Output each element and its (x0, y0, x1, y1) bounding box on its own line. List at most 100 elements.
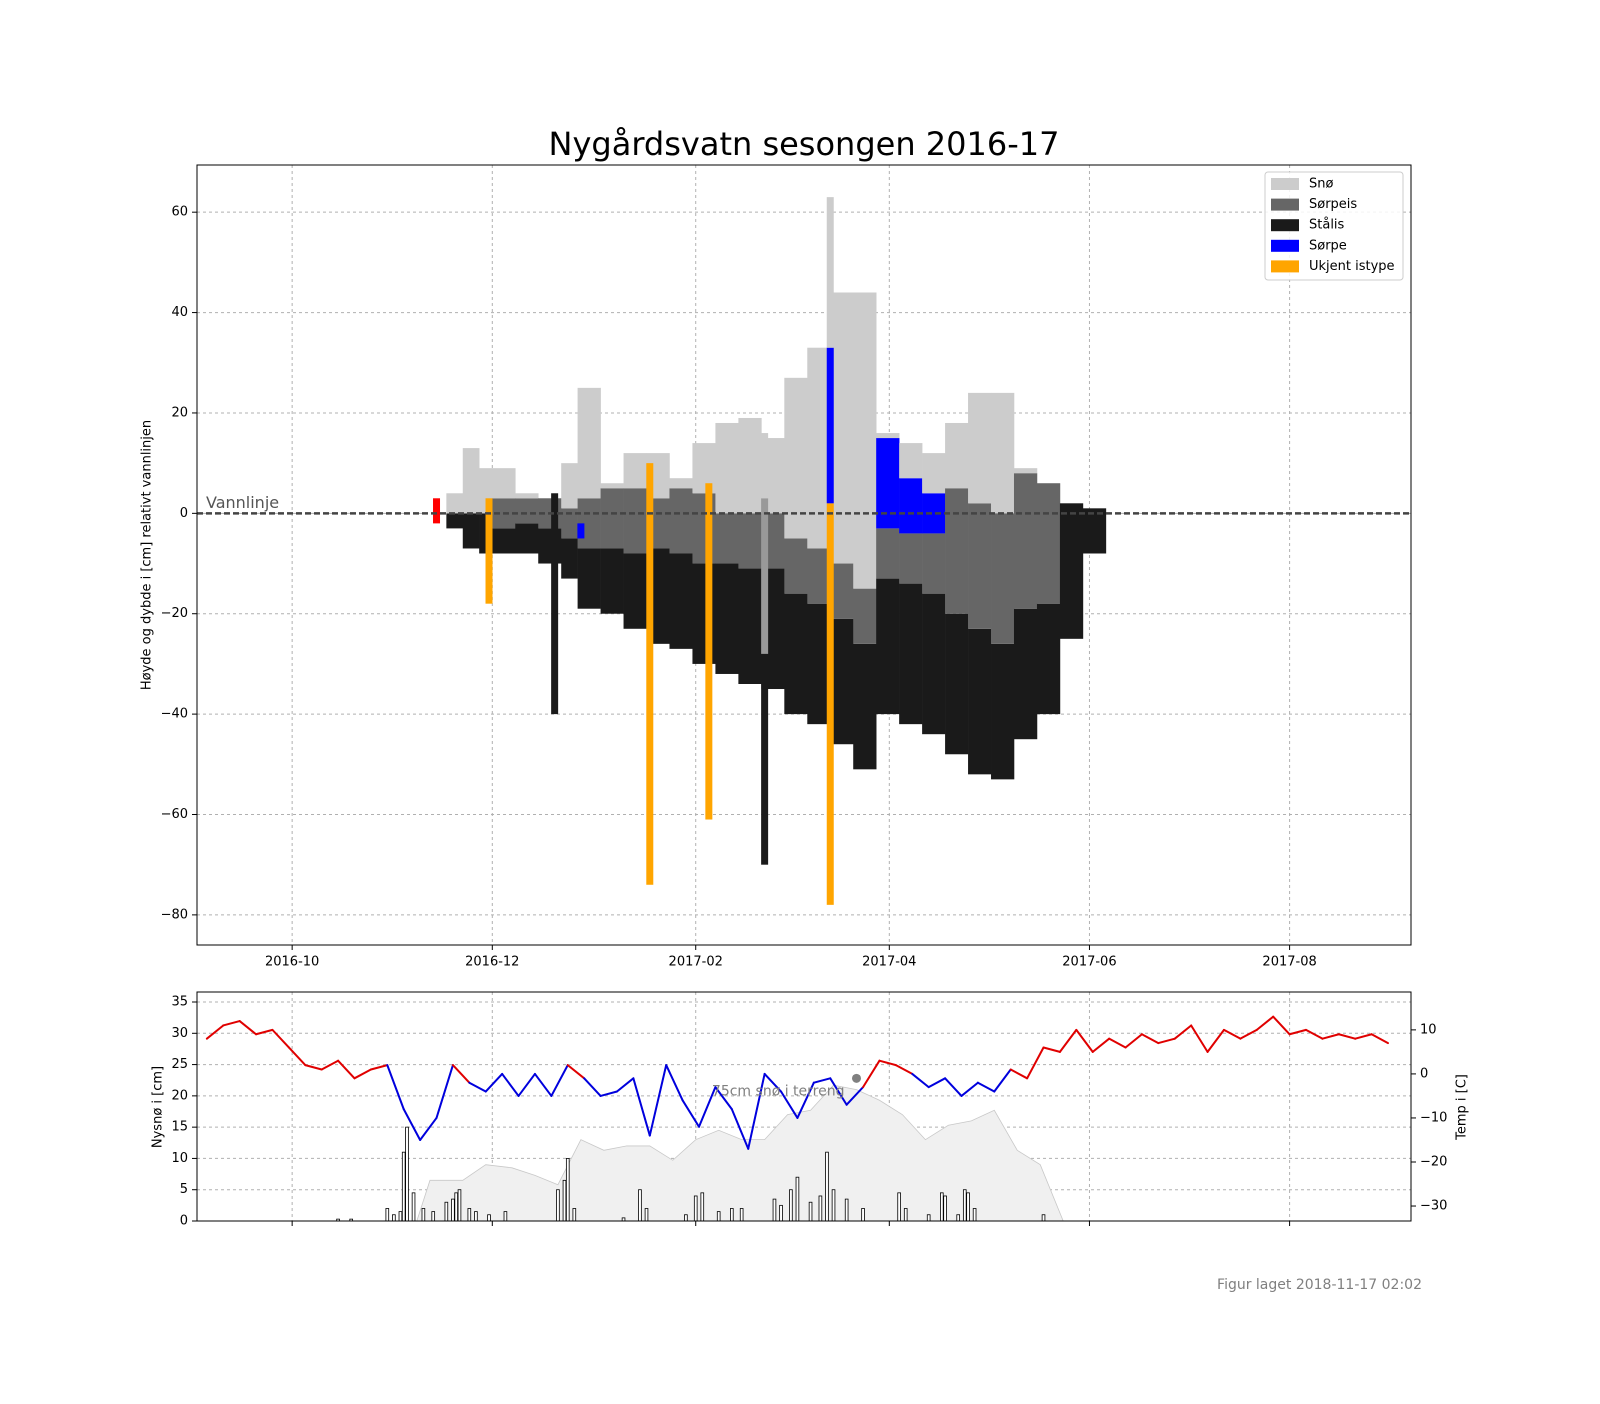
new-snow-bar (431, 1211, 436, 1222)
chart-title: Nygårdsvatn sesongen 2016-17 (549, 125, 1060, 163)
new-snow-bar (700, 1192, 705, 1222)
new-snow-bar (943, 1195, 947, 1222)
y-tick-label: −40 (161, 707, 188, 722)
temperature-segment (451, 1064, 471, 1084)
temperature-segment (1108, 1037, 1127, 1049)
y2-tick-label: 0 (1420, 1066, 1428, 1081)
new-snow-bar (385, 1208, 390, 1222)
ice-layer (945, 422, 969, 489)
temperature-segment (894, 1064, 914, 1075)
temperature-segment (1190, 1024, 1209, 1053)
new-snow-bar (644, 1208, 649, 1222)
new-snow-bar (739, 1208, 744, 1222)
temperature-segment (287, 1046, 307, 1067)
ice-layer (853, 643, 877, 770)
waterline-label: Vannlinje (206, 493, 279, 512)
y2-tick-label: −10 (1420, 1110, 1447, 1125)
temperature-segment (681, 1099, 701, 1128)
y2-axis-label: Temp i [C] (1455, 1074, 1470, 1141)
new-snow-bar (779, 1204, 783, 1222)
temperature-segment (960, 1081, 979, 1097)
ice-layer (899, 583, 923, 725)
ice-layer (899, 533, 923, 584)
temperature-segment (271, 1028, 290, 1049)
ice-layer (876, 528, 900, 579)
ice-layer (968, 628, 992, 775)
new-snow-bar (772, 1198, 777, 1222)
y-tick-label: 5 (180, 1182, 188, 1197)
measurement-bar (826, 347, 834, 504)
ice-layer (876, 433, 900, 439)
ice-layer (623, 488, 647, 554)
measurement-bar (551, 493, 559, 715)
new-snow-bar (730, 1208, 734, 1222)
new-snow-bar (903, 1208, 908, 1222)
temperature-segment (1354, 1033, 1373, 1040)
temperature-segment (1091, 1037, 1111, 1053)
ice-layer (807, 347, 831, 549)
new-snow-bar (966, 1192, 970, 1222)
temperature-segment (845, 1086, 865, 1106)
legend-swatch (1271, 178, 1299, 190)
temperature-segment (238, 1020, 258, 1036)
new-snow-bar (565, 1158, 570, 1222)
ice-layer (853, 292, 877, 589)
temperature-segment (468, 1081, 487, 1093)
new-snow-bar (556, 1189, 560, 1222)
x-tick-label: 2017-02 (669, 955, 723, 970)
new-snow-bar (844, 1198, 849, 1222)
ice-layer (600, 548, 624, 614)
y-axis-label: Høyde og dybde i [cm] relativt vannlinje… (140, 420, 155, 690)
ice-layer (692, 443, 716, 494)
temperature-segment (648, 1064, 668, 1137)
legend-label: Ukjent istype (1309, 259, 1395, 274)
temperature-segment (435, 1064, 454, 1119)
temperature-segment (566, 1064, 586, 1080)
temperature-segment (812, 1077, 832, 1084)
temperature-segment (615, 1077, 635, 1093)
temperature-segment (222, 1020, 241, 1027)
temperature-segment (304, 1064, 323, 1071)
ice-layer (515, 523, 539, 554)
ice-layer (991, 643, 1015, 780)
temperature-segment (730, 1108, 750, 1150)
new-snow-bar (454, 1192, 459, 1222)
new-snow-bar (962, 1189, 967, 1222)
new-snow-bar (956, 1214, 961, 1222)
legend-swatch (1271, 239, 1299, 252)
ice-layer (830, 292, 854, 564)
snow-depth-marker (851, 1073, 861, 1083)
ice-layer (738, 417, 762, 514)
temperature-segment (747, 1072, 766, 1150)
ice-layer (577, 387, 601, 499)
new-snow-bar (572, 1208, 577, 1222)
ice-layer (853, 588, 877, 644)
temperature-segment (419, 1116, 438, 1141)
y-tick-label: −80 (161, 907, 188, 922)
temperature-segment (911, 1072, 930, 1089)
new-snow-bar (638, 1189, 642, 1222)
y-tick-label: 30 (171, 1026, 188, 1041)
temperature-segment (517, 1072, 536, 1097)
new-snow-bar (789, 1189, 793, 1222)
temperature-segment (337, 1059, 356, 1080)
ice-layer (715, 513, 739, 564)
legend-label: Sørpe (1309, 238, 1347, 253)
new-snow-bar (474, 1211, 478, 1222)
temperature-segment (402, 1108, 422, 1141)
temperature-segment (320, 1059, 340, 1071)
legend-swatch (1271, 219, 1299, 232)
x-tick-label: 2016-12 (465, 955, 519, 970)
temperature-segment (763, 1072, 783, 1093)
annotation: 75cm snø i terreng (712, 1083, 845, 1099)
new-snow-bar (808, 1201, 813, 1222)
temperature-segment (533, 1072, 553, 1097)
y-tick-label: 0 (180, 1214, 188, 1229)
y-tick-label: 15 (171, 1120, 188, 1135)
ice-layer (669, 553, 693, 649)
x-tick-label: 2016-10 (265, 955, 319, 970)
temperature-segment (1239, 1028, 1258, 1040)
new-snow-bar (411, 1192, 416, 1222)
y-tick-label: 20 (171, 405, 188, 420)
temperature-segment (550, 1064, 569, 1097)
